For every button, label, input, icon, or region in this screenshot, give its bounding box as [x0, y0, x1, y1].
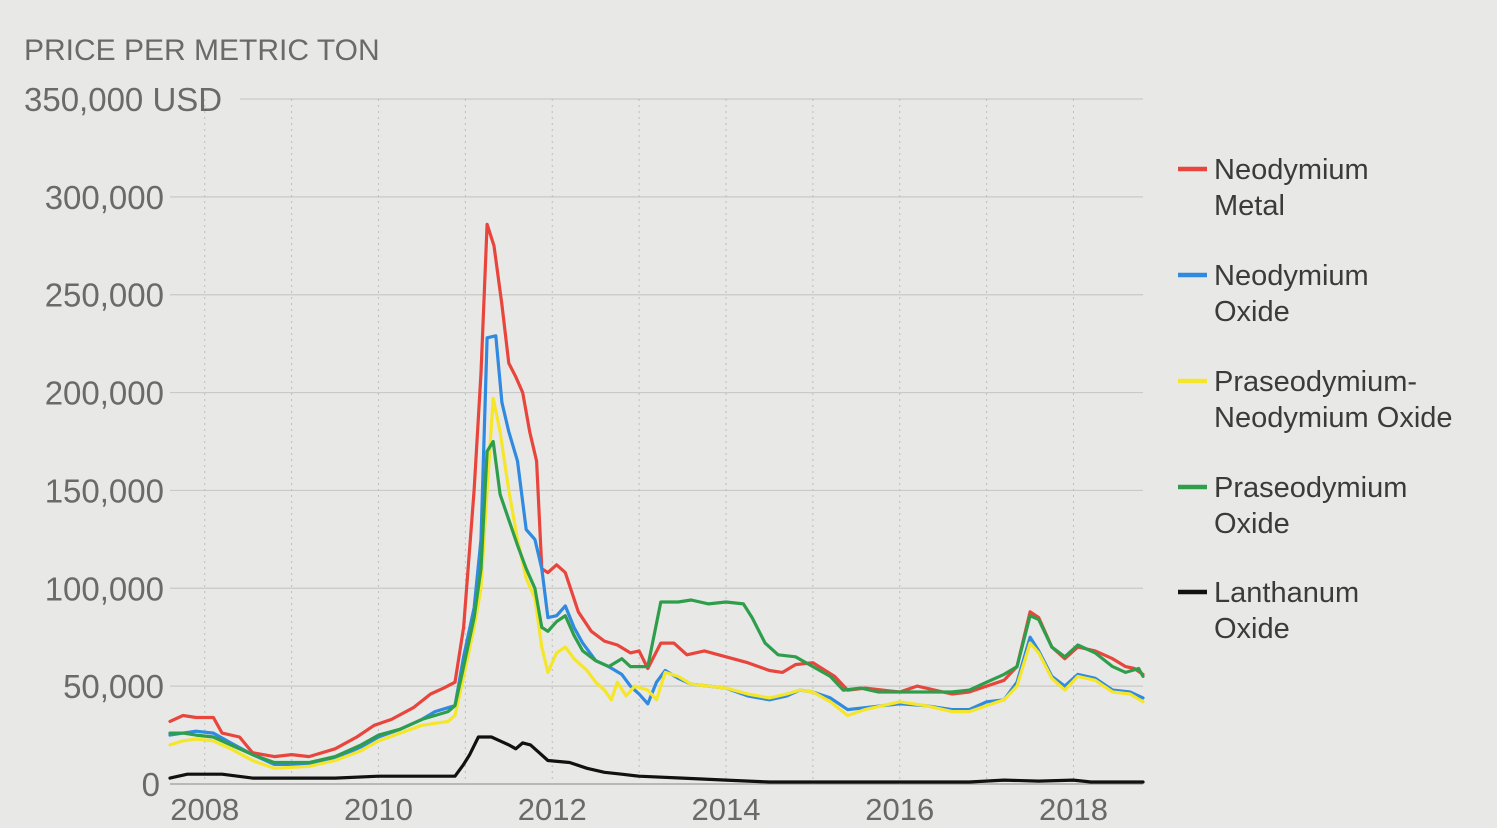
y-tick-label: 250,000	[45, 277, 164, 314]
legend-label: Neodymium	[1214, 154, 1369, 186]
y-tick-label: 100,000	[45, 570, 164, 607]
legend-label: Oxide	[1214, 508, 1290, 540]
series-line-praseodymium-oxide	[168, 439, 1145, 765]
series-line-praseodymium-neodymium-oxide	[168, 396, 1145, 770]
series-lines	[168, 222, 1145, 784]
legend: NeodymiumMetalNeodymiumOxidePraseodymium…	[1178, 154, 1453, 645]
y-tick-label: 0	[142, 766, 160, 803]
grid	[170, 98, 1143, 785]
series-line-neodymium-metal	[168, 222, 1145, 759]
y-tick-label: 300,000	[45, 179, 164, 216]
legend-label: Metal	[1214, 190, 1285, 222]
x-tick-label: 2018	[1039, 792, 1108, 827]
x-tick-label: 2008	[170, 792, 239, 827]
legend-label: Praseodymium	[1214, 472, 1407, 504]
legend-label: Lanthanum	[1214, 577, 1359, 609]
x-tick-label: 2012	[518, 792, 587, 827]
legend-label: Oxide	[1214, 613, 1290, 645]
legend-item: Praseodymium- Neodymium Oxide	[1178, 366, 1453, 434]
y-tick-label: 200,000	[45, 375, 164, 412]
x-axis-ticks: 2008 2010 2012 2014 2016 2018	[170, 792, 1108, 827]
y-tick-label: 150,000	[45, 472, 164, 509]
series-line-lanthanum-oxide	[168, 735, 1145, 784]
legend-label: Neodymium Oxide	[1214, 402, 1453, 434]
chart-title: PRICE PER METRIC TON	[24, 34, 380, 67]
x-tick-label: 2010	[344, 792, 413, 827]
legend-label: Praseodymium-	[1214, 366, 1417, 398]
x-tick-label: 2016	[865, 792, 934, 827]
x-tick-label: 2014	[692, 792, 761, 827]
y-axis-ticks: 0 50,000 100,000 150,000 200,000 250,000 300,0…	[24, 81, 222, 803]
legend-item: Neodymium Oxide	[1178, 260, 1369, 328]
legend-item: Lanthanum Oxide	[1178, 577, 1359, 645]
legend-item: Neodymium Metal	[1178, 154, 1369, 222]
legend-label: Oxide	[1214, 296, 1290, 328]
y-tick-label: 50,000	[63, 668, 164, 705]
legend-item: Praseodymium Oxide	[1178, 472, 1407, 540]
y-tick-label: 350,000 USD	[24, 81, 222, 118]
legend-label: Neodymium	[1214, 260, 1369, 292]
